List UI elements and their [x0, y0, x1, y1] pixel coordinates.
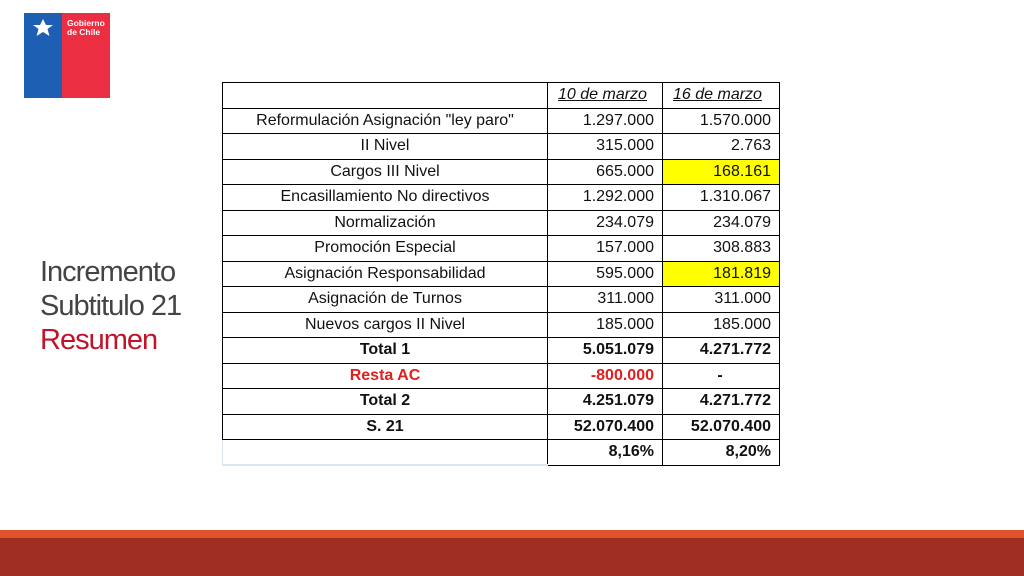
- row-label: Cargos III Nivel: [222, 158, 548, 185]
- row-value-10-marzo: 315.000: [547, 133, 663, 160]
- header-cell-10-marzo: 10 de marzo: [547, 82, 663, 109]
- gobierno-de-chile-logo: Gobierno de Chile: [24, 13, 110, 98]
- table-row-total-2: Total 2 4.251.079 4.271.772: [222, 388, 780, 415]
- row-label: Total 1: [222, 337, 548, 364]
- table-row-total-1: Total 1 5.051.079 4.271.772: [222, 337, 780, 364]
- table-row: Normalización 234.079 234.079: [222, 209, 780, 236]
- row-label: Asignación Responsabilidad: [222, 260, 548, 287]
- table-row: Nuevos cargos II Nivel 185.000 185.000: [222, 311, 780, 338]
- row-label: S. 21: [222, 413, 548, 440]
- row-value-16-marzo: 185.000: [662, 311, 780, 338]
- row-value-10-marzo: 1.292.000: [547, 184, 663, 211]
- row-value-16-marzo: 8,20%: [662, 439, 780, 466]
- row-value-16-marzo: 311.000: [662, 286, 780, 313]
- row-label: Nuevos cargos II Nivel: [222, 311, 548, 338]
- row-value-10-marzo: 665.000: [547, 158, 663, 185]
- footer-bar: [0, 538, 1024, 576]
- table-row-s21: S. 21 52.070.400 52.070.400: [222, 413, 780, 440]
- row-label: Promoción Especial: [222, 235, 548, 262]
- table-row: II Nivel 315.000 2.763: [222, 133, 780, 160]
- row-value-10-marzo: 1.297.000: [547, 107, 663, 134]
- row-value-10-marzo: 595.000: [547, 260, 663, 287]
- title-line-2: Subtitulo 21: [40, 290, 182, 322]
- row-value-16-marzo: 234.079: [662, 209, 780, 236]
- row-value-10-marzo: 185.000: [547, 311, 663, 338]
- table-row: Asignación de Turnos 311.000 311.000: [222, 286, 780, 313]
- title-line-3: Resumen: [40, 324, 158, 356]
- row-label: Total 2: [222, 388, 548, 415]
- table-header-row: 10 de marzo 16 de marzo: [222, 82, 780, 109]
- header-cell-empty: [222, 82, 548, 109]
- table-row-resta-ac: Resta AC -800.000 -: [222, 362, 780, 389]
- row-label: Resta AC: [222, 362, 548, 389]
- logo-blue-panel: [24, 13, 62, 98]
- row-value-10-marzo: 311.000: [547, 286, 663, 313]
- row-value-10-marzo: 5.051.079: [547, 337, 663, 364]
- chile-coat-of-arms-icon: [33, 19, 53, 36]
- row-label: II Nivel: [222, 133, 548, 160]
- table-row-percentage: 8,16% 8,20%: [222, 439, 780, 466]
- footer-accent-bar: [0, 530, 1024, 538]
- row-value-16-marzo: 4.271.772: [662, 388, 780, 415]
- row-value-16-marzo: 52.070.400: [662, 413, 780, 440]
- table-row: Promoción Especial 157.000 308.883: [222, 235, 780, 262]
- row-value-10-marzo: 52.070.400: [547, 413, 663, 440]
- table-row: Reformulación Asignación "ley paro" 1.29…: [222, 107, 780, 134]
- row-value-16-marzo: 4.271.772: [662, 337, 780, 364]
- table-row: Encasillamiento No directivos 1.292.000 …: [222, 184, 780, 211]
- row-label: Asignación de Turnos: [222, 286, 548, 313]
- row-label: Normalización: [222, 209, 548, 236]
- row-value-16-marzo-highlighted: 168.161: [662, 158, 780, 185]
- table-row: Asignación Responsabilidad 595.000 181.8…: [222, 260, 780, 287]
- row-label: Encasillamiento No directivos: [222, 184, 548, 211]
- row-value-10-marzo: 4.251.079: [547, 388, 663, 415]
- row-value-16-marzo: 2.763: [662, 133, 780, 160]
- row-value-16-marzo: 1.570.000: [662, 107, 780, 134]
- row-value-16-marzo: 308.883: [662, 235, 780, 262]
- summary-table: 10 de marzo 16 de marzo Reformulación As…: [222, 82, 780, 466]
- table-row: Cargos III Nivel 665.000 168.161: [222, 158, 780, 185]
- title-line-1: Incremento: [40, 256, 176, 288]
- row-label: Reformulación Asignación "ley paro": [222, 107, 548, 134]
- row-value-10-marzo: 157.000: [547, 235, 663, 262]
- row-value-16-marzo: 1.310.067: [662, 184, 780, 211]
- row-value-16-marzo: -: [662, 362, 780, 389]
- logo-text: Gobierno de Chile: [67, 18, 105, 37]
- header-cell-16-marzo: 16 de marzo: [662, 82, 780, 109]
- row-value-10-marzo: 8,16%: [547, 439, 663, 466]
- row-value-10-marzo: 234.079: [547, 209, 663, 236]
- row-value-10-marzo: -800.000: [547, 362, 663, 389]
- slide-title: Incremento Subtitulo 21 Resumen: [40, 255, 182, 357]
- logo-red-panel: [62, 13, 110, 98]
- row-value-16-marzo-highlighted: 181.819: [662, 260, 780, 287]
- row-label-empty: [222, 439, 548, 466]
